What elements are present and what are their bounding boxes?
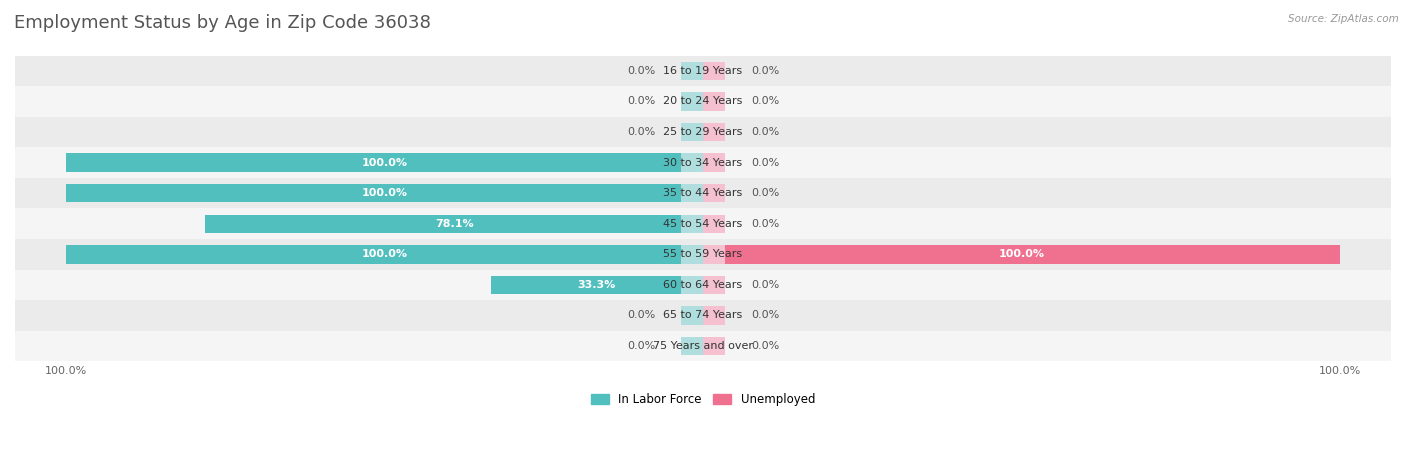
Text: 30 to 34 Years: 30 to 34 Years: [664, 157, 742, 168]
Text: 20 to 24 Years: 20 to 24 Years: [664, 97, 742, 106]
Text: 0.0%: 0.0%: [751, 188, 779, 198]
Bar: [703, 306, 725, 325]
Bar: [703, 62, 725, 80]
Bar: [0, 331, 1406, 361]
Bar: [0, 55, 1406, 86]
Text: 65 to 74 Years: 65 to 74 Years: [664, 310, 742, 321]
Text: 0.0%: 0.0%: [751, 157, 779, 168]
Text: 0.0%: 0.0%: [627, 341, 655, 351]
Bar: [66, 153, 703, 172]
Bar: [703, 245, 1340, 263]
Bar: [0, 147, 1406, 178]
Text: 45 to 54 Years: 45 to 54 Years: [664, 219, 742, 229]
Bar: [681, 123, 703, 141]
Bar: [703, 92, 725, 110]
Legend: In Labor Force, Unemployed: In Labor Force, Unemployed: [586, 388, 820, 410]
Bar: [703, 337, 725, 355]
Text: 0.0%: 0.0%: [751, 219, 779, 229]
Bar: [703, 276, 725, 294]
Bar: [703, 153, 725, 172]
Bar: [681, 276, 703, 294]
Bar: [205, 215, 703, 233]
Text: 100.0%: 100.0%: [361, 188, 408, 198]
Bar: [66, 184, 703, 202]
Bar: [703, 245, 725, 263]
Text: 78.1%: 78.1%: [434, 219, 474, 229]
Text: Source: ZipAtlas.com: Source: ZipAtlas.com: [1288, 14, 1399, 23]
Text: 33.3%: 33.3%: [578, 280, 616, 290]
Bar: [703, 215, 725, 233]
Bar: [703, 123, 725, 141]
Text: 0.0%: 0.0%: [751, 127, 779, 137]
Text: 100.0%: 100.0%: [361, 249, 408, 259]
Bar: [0, 178, 1406, 208]
Bar: [681, 62, 703, 80]
Bar: [0, 270, 1406, 300]
Bar: [66, 245, 703, 263]
Text: 16 to 19 Years: 16 to 19 Years: [664, 66, 742, 76]
Bar: [491, 276, 703, 294]
Bar: [0, 86, 1406, 117]
Bar: [681, 92, 703, 110]
Bar: [681, 184, 703, 202]
Text: 35 to 44 Years: 35 to 44 Years: [664, 188, 742, 198]
Text: 0.0%: 0.0%: [751, 97, 779, 106]
Bar: [681, 245, 703, 263]
Bar: [681, 337, 703, 355]
Text: 0.0%: 0.0%: [627, 97, 655, 106]
Bar: [0, 117, 1406, 147]
Text: 100.0%: 100.0%: [998, 249, 1045, 259]
Bar: [681, 215, 703, 233]
Bar: [681, 153, 703, 172]
Bar: [0, 300, 1406, 331]
Text: 0.0%: 0.0%: [627, 66, 655, 76]
Text: 25 to 29 Years: 25 to 29 Years: [664, 127, 742, 137]
Text: 0.0%: 0.0%: [751, 280, 779, 290]
Bar: [0, 208, 1406, 239]
Text: 0.0%: 0.0%: [627, 310, 655, 321]
Bar: [681, 306, 703, 325]
Text: 0.0%: 0.0%: [751, 341, 779, 351]
Text: 100.0%: 100.0%: [361, 157, 408, 168]
Text: 0.0%: 0.0%: [751, 310, 779, 321]
Text: 55 to 59 Years: 55 to 59 Years: [664, 249, 742, 259]
Text: 0.0%: 0.0%: [627, 127, 655, 137]
Text: 75 Years and over: 75 Years and over: [652, 341, 754, 351]
Bar: [0, 239, 1406, 270]
Text: 0.0%: 0.0%: [751, 66, 779, 76]
Text: Employment Status by Age in Zip Code 36038: Employment Status by Age in Zip Code 360…: [14, 14, 430, 32]
Text: 60 to 64 Years: 60 to 64 Years: [664, 280, 742, 290]
Bar: [703, 184, 725, 202]
